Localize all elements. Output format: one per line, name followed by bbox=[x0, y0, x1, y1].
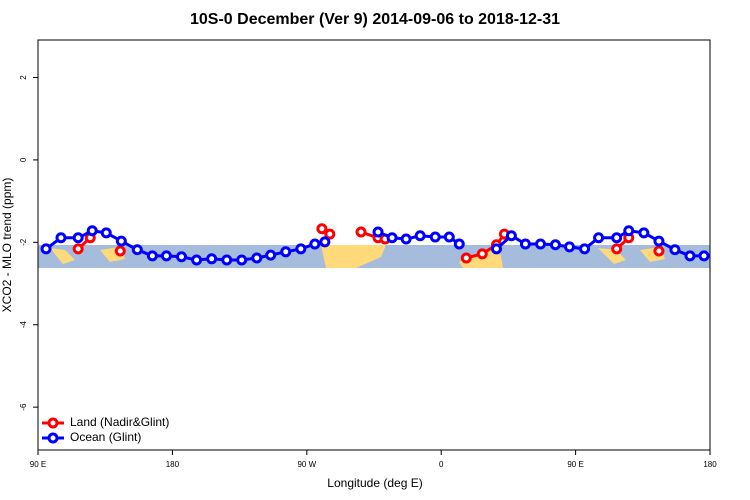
point bbox=[443, 231, 455, 243]
legend-marker bbox=[47, 432, 59, 444]
point bbox=[114, 245, 126, 257]
legend-label: Ocean (Glint) bbox=[70, 430, 141, 444]
point bbox=[549, 239, 561, 251]
point bbox=[669, 244, 681, 256]
chart-title: 10S-0 December (Ver 9) 2014-09-06 to 201… bbox=[190, 11, 560, 28]
plot-frame bbox=[37, 39, 711, 451]
point bbox=[355, 226, 367, 238]
point bbox=[221, 254, 233, 266]
point bbox=[176, 251, 188, 263]
y-axis-label: XCO2 - MLO trend (ppm) bbox=[0, 178, 14, 313]
point bbox=[414, 230, 426, 242]
x-tick-label: 90 W bbox=[297, 460, 316, 469]
point bbox=[146, 250, 158, 262]
y-tick-label: -4 bbox=[19, 321, 28, 329]
point bbox=[295, 243, 307, 255]
point bbox=[611, 232, 623, 244]
point bbox=[280, 246, 292, 258]
point bbox=[460, 252, 472, 264]
x-tick-label: 180 bbox=[166, 460, 180, 469]
point bbox=[684, 250, 696, 262]
point bbox=[698, 250, 710, 262]
point bbox=[265, 249, 277, 261]
point bbox=[115, 235, 127, 247]
point bbox=[251, 252, 263, 264]
x-tick-label: 90 E bbox=[567, 460, 583, 469]
point bbox=[372, 226, 384, 238]
point bbox=[400, 233, 412, 245]
y-tick-label: 0 bbox=[19, 157, 28, 162]
point bbox=[535, 238, 547, 250]
point bbox=[429, 231, 441, 243]
point bbox=[309, 238, 321, 250]
point bbox=[593, 232, 605, 244]
legend-label: Land (Nadir&Glint) bbox=[70, 415, 169, 429]
x-tick-label: 0 bbox=[439, 460, 444, 469]
x-tick-label: 90 E bbox=[30, 460, 46, 469]
point bbox=[236, 254, 248, 266]
legend-marker bbox=[47, 417, 59, 429]
point bbox=[40, 243, 52, 255]
point bbox=[563, 241, 575, 253]
point bbox=[319, 236, 331, 248]
point bbox=[386, 232, 398, 244]
point bbox=[579, 243, 591, 255]
point bbox=[160, 250, 172, 262]
point bbox=[324, 228, 336, 240]
point bbox=[100, 227, 112, 239]
point bbox=[519, 238, 531, 250]
y-tick-label: 2 bbox=[19, 75, 28, 80]
y-tick-label: -6 bbox=[19, 403, 28, 411]
point bbox=[505, 230, 517, 242]
point bbox=[453, 238, 465, 250]
y-tick-label: -2 bbox=[19, 238, 28, 246]
point bbox=[191, 254, 203, 266]
point bbox=[206, 253, 218, 265]
point bbox=[653, 235, 665, 247]
point bbox=[490, 243, 502, 255]
point bbox=[638, 227, 650, 239]
point bbox=[86, 225, 98, 237]
point bbox=[72, 243, 84, 255]
point bbox=[623, 225, 635, 237]
point bbox=[476, 248, 488, 260]
point bbox=[611, 243, 623, 255]
point bbox=[131, 244, 143, 256]
map-strip bbox=[38, 245, 710, 268]
point bbox=[316, 223, 328, 235]
point bbox=[72, 232, 84, 244]
point bbox=[653, 245, 665, 257]
x-axis-label: Longitude (deg E) bbox=[327, 476, 422, 490]
x-tick-label: 180 bbox=[703, 460, 717, 469]
point bbox=[55, 232, 67, 244]
